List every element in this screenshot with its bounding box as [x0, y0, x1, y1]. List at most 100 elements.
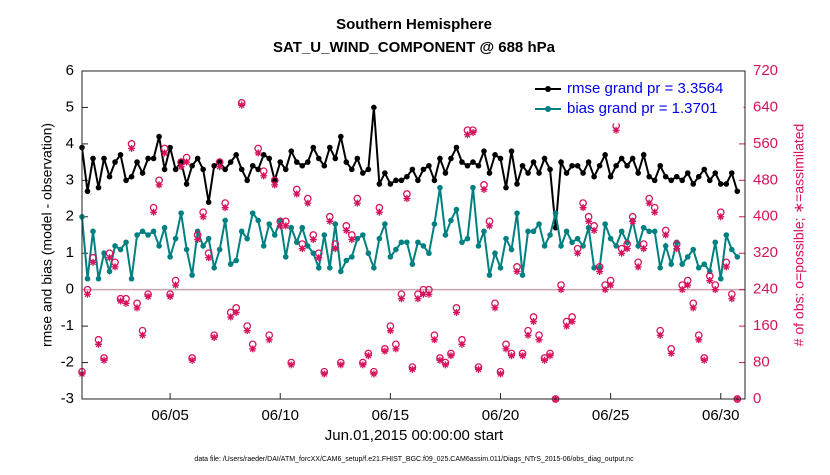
series-marker: [701, 261, 708, 267]
obs-assimilated: [199, 213, 207, 221]
obs-assimilated: [711, 286, 719, 294]
series-marker: [387, 254, 394, 260]
obs-assimilated: [645, 199, 653, 207]
series-marker: [580, 170, 586, 176]
series-marker: [437, 184, 443, 191]
series-marker: [448, 217, 454, 224]
series-marker: [525, 170, 531, 176]
obs-assimilated: [414, 295, 422, 303]
series-marker: [211, 265, 217, 271]
series-marker: [260, 152, 267, 158]
series-marker: [695, 265, 702, 271]
obs-assimilated: [601, 286, 609, 294]
obs-assimilated: [221, 204, 229, 212]
series-marker: [277, 159, 284, 165]
obs-assimilated: [436, 356, 444, 364]
series-marker: [161, 166, 168, 173]
series-marker: [530, 159, 537, 165]
obs-assimilated: [122, 299, 130, 307]
series-marker: [481, 148, 487, 154]
obs-assimilated: [585, 217, 593, 225]
series-marker: [651, 177, 658, 184]
series-marker: [382, 170, 388, 176]
obs-assimilated: [144, 293, 152, 300]
series-marker: [508, 246, 515, 253]
y-tick-label: 5: [66, 98, 74, 115]
series-marker: [139, 228, 146, 235]
series-marker: [315, 155, 322, 162]
series-marker: [420, 243, 427, 249]
series-marker: [492, 250, 498, 257]
series-marker: [382, 221, 388, 227]
legend-marker: [545, 86, 551, 92]
series-marker: [145, 232, 151, 238]
series-marker: [453, 206, 460, 213]
series-marker: [690, 181, 697, 187]
series-marker: [222, 217, 228, 224]
series-marker: [106, 173, 113, 180]
series-marker: [470, 184, 476, 191]
obs-assimilated: [370, 370, 378, 378]
obs-assimilated: [282, 222, 290, 230]
series-marker: [271, 232, 278, 238]
series-marker: [514, 181, 520, 187]
obs-assimilated: [623, 245, 631, 253]
obs-assimilated: [634, 263, 642, 271]
obs-assimilated: [309, 236, 317, 244]
obs-assimilated: [403, 195, 411, 203]
series-marker: [585, 224, 592, 231]
series-marker: [464, 235, 471, 242]
series-marker: [492, 152, 498, 158]
series-marker: [172, 235, 179, 242]
obs-assimilated: [441, 361, 449, 369]
obs-assimilated: [508, 352, 516, 360]
series-marker: [216, 159, 223, 165]
series-marker: [591, 265, 597, 271]
series-marker: [624, 162, 630, 169]
y2-tick-label: 320: [753, 244, 778, 261]
obs-assimilated: [524, 331, 532, 339]
series-marker: [326, 144, 333, 151]
series-marker: [464, 162, 471, 169]
series-marker: [569, 239, 575, 246]
obs-assimilated: [502, 345, 510, 353]
series-marker: [343, 159, 350, 165]
obs-assimilated: [238, 101, 246, 109]
series-marker: [618, 155, 625, 162]
obs-assimilated: [491, 304, 499, 312]
series-marker: [684, 254, 691, 260]
series-marker: [426, 250, 432, 257]
obs-assimilated: [700, 356, 708, 364]
obs-assimilated: [315, 254, 323, 262]
series-marker: [178, 210, 184, 216]
legend-label: bias grand pr = 1.3701: [567, 100, 718, 117]
series-marker: [574, 235, 581, 242]
series-marker: [244, 235, 250, 242]
series-marker: [547, 232, 553, 238]
obs-assimilated: [293, 190, 301, 198]
series-marker: [646, 228, 652, 235]
obs-assimilated: [513, 267, 521, 275]
series-marker: [547, 166, 553, 173]
obs-assimilated: [298, 245, 306, 253]
obs-assimilated: [408, 365, 416, 373]
series-marker: [684, 170, 691, 176]
series-marker: [723, 181, 730, 187]
y2-tick-label: 640: [753, 98, 778, 115]
series-marker: [448, 155, 454, 162]
series-marker: [404, 173, 410, 180]
series-marker: [552, 210, 559, 216]
obs-assimilated: [194, 236, 202, 244]
obs-assimilated: [596, 267, 604, 275]
obs-assimilated: [722, 263, 730, 271]
series-marker: [310, 144, 317, 151]
obs-assimilated: [320, 370, 328, 378]
series-marker: [112, 243, 118, 249]
obs-assimilated: [326, 217, 334, 225]
series-marker: [723, 232, 730, 238]
obs-assimilated: [359, 361, 367, 369]
series-marker: [442, 170, 449, 176]
series-marker: [387, 181, 394, 187]
y-axis-label: rmse and bias (model - observation): [39, 123, 55, 347]
obs-assimilated: [249, 345, 257, 353]
